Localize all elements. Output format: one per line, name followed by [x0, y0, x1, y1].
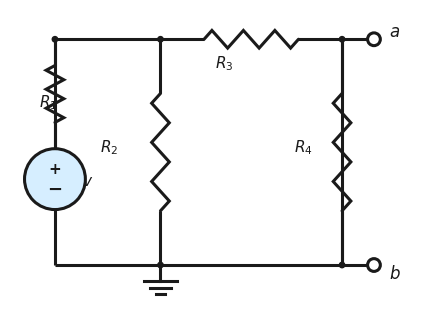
Circle shape [52, 37, 58, 42]
Text: −: − [47, 181, 62, 199]
Text: $R_2$: $R_2$ [100, 138, 119, 157]
Text: $R_3$: $R_3$ [215, 54, 234, 73]
Circle shape [368, 33, 380, 46]
Text: $a$: $a$ [389, 23, 400, 41]
Text: +: + [49, 162, 61, 177]
Text: $R_1$: $R_1$ [39, 94, 57, 112]
Text: $b$: $b$ [389, 265, 400, 283]
Circle shape [25, 149, 85, 210]
Circle shape [158, 262, 163, 268]
Circle shape [339, 262, 345, 268]
Circle shape [339, 37, 345, 42]
Circle shape [158, 37, 163, 42]
Text: $v$: $v$ [82, 174, 93, 189]
Circle shape [368, 259, 380, 271]
Text: $R_4$: $R_4$ [294, 138, 312, 157]
